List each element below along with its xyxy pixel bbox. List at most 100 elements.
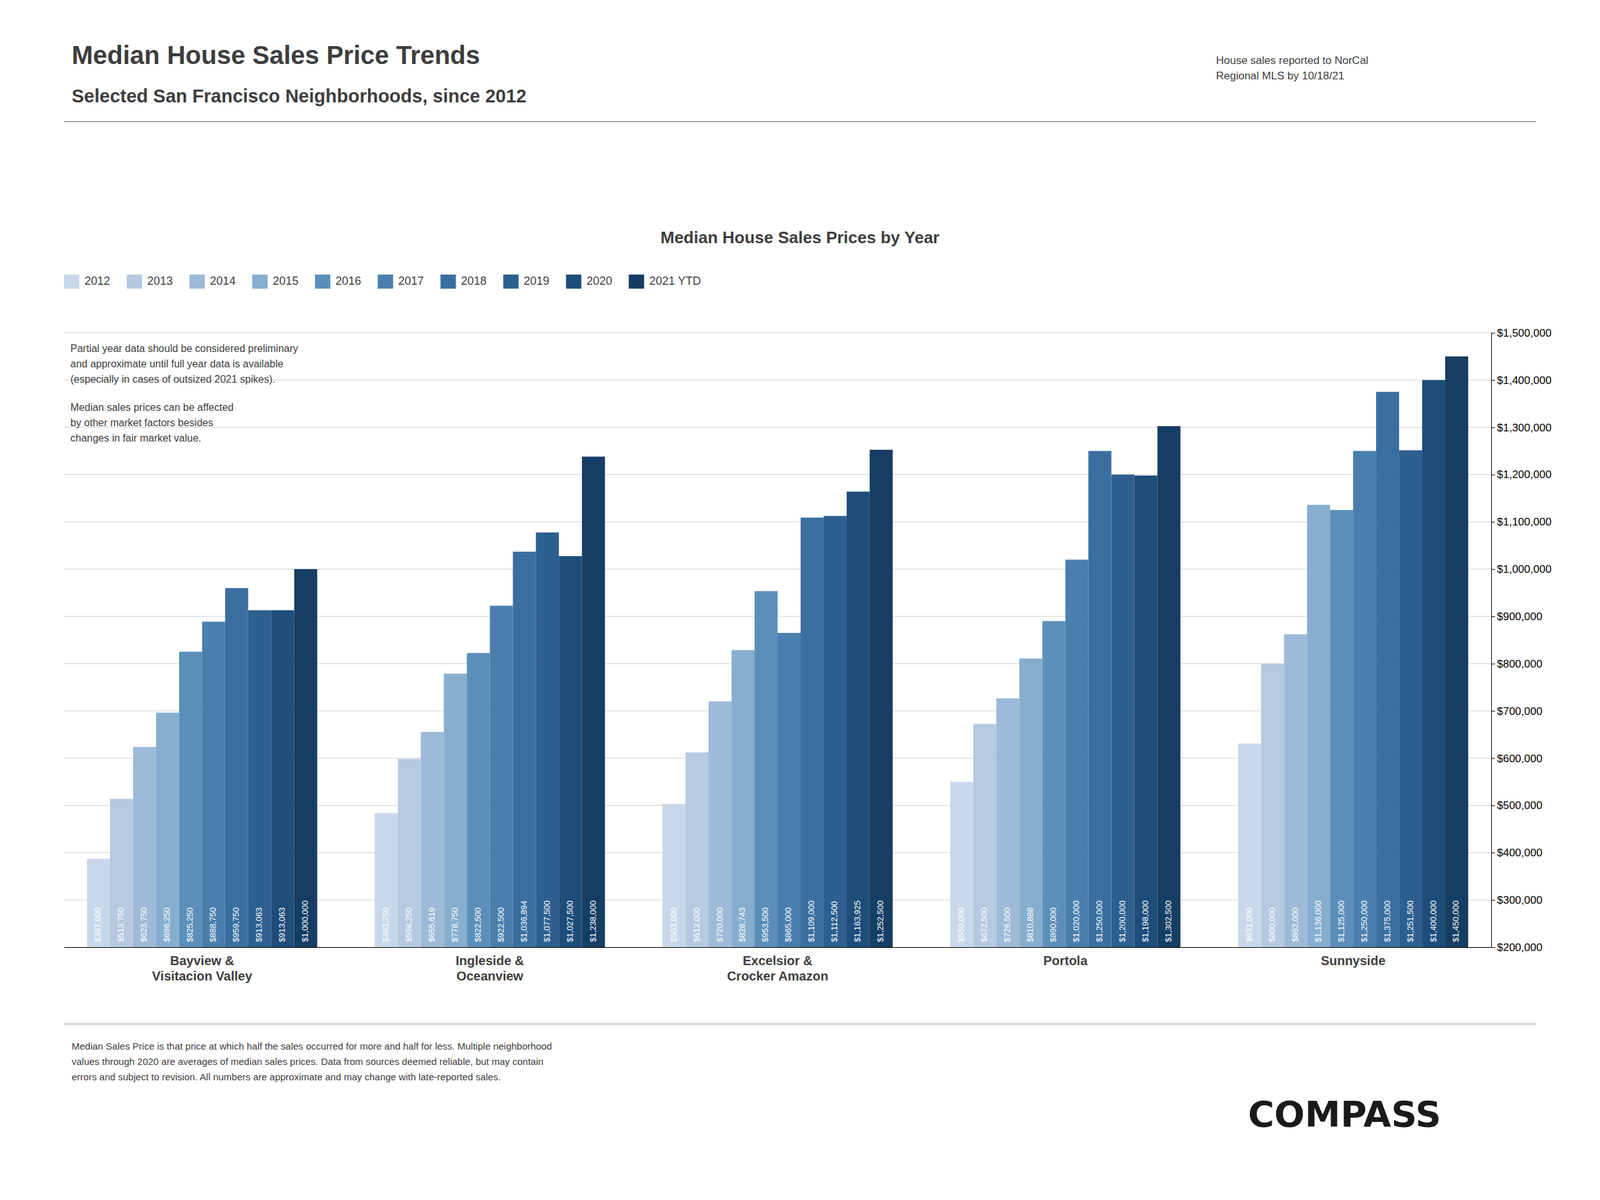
y-tick: $400,000 [1491,846,1543,859]
data-label: $483,750 [380,907,391,943]
logo: COMPASS [1248,1093,1442,1135]
x-tick: Portola [1043,947,1088,968]
annotation-line: by other market factors besides [70,417,214,429]
x-tick-label-line: Excelsior & [743,953,813,968]
bar [800,517,824,948]
legend: 2012201320142015201620172018201920202021… [64,274,701,289]
legend-item: 2014 [189,274,236,289]
bar-series [202,451,1376,948]
bar [1376,391,1400,948]
y-axis: $200,000$300,000$400,000$500,000$600,000… [1491,327,1552,954]
x-tick-label-line: Oceanview [456,968,524,984]
data-label: $1,000,000 [300,900,310,943]
y-tick: $300,000 [1491,894,1543,907]
subtitle: Selected San Francisco Neighborhoods, si… [71,85,527,107]
annotations: Partial year data should be considered p… [70,343,299,444]
bar [1134,475,1158,948]
annotation: Partial year data should be considered p… [70,343,299,385]
data-label: $1,375,000 [1382,900,1392,943]
bar [1329,510,1353,948]
bar-series [248,450,1423,948]
x-axis: Bayview &Visitacion ValleyIngleside &Oce… [64,947,1492,984]
bar [558,556,582,948]
bar [489,605,513,948]
bar [754,591,778,948]
bar-series [271,380,1446,948]
y-tick-label: $800,000 [1496,657,1543,671]
y-tick-mark [1491,711,1496,712]
data-label: $1,400,000 [1428,900,1439,943]
bar [1019,658,1043,948]
legend-item: 2018 [440,274,487,289]
bar [823,515,847,948]
x-tick-label: Sunnyside [1320,953,1386,968]
data-label: $828,743 [737,907,747,943]
data-label: $825,250 [184,907,195,943]
data-label: $1,250,000 [1359,900,1369,943]
y-tick: $1,100,000 [1491,515,1552,528]
data-label: $623,750 [138,907,149,943]
footer-line: values through 2020 are averages of medi… [71,1056,544,1067]
legend-item: 2015 [252,274,299,289]
data-label: $726,500 [1002,907,1012,943]
x-tick: Bayview &Visitacion Valley [152,947,253,984]
bar [1260,663,1284,948]
annotation-line: (especially in cases of outsized 2021 sp… [70,373,276,385]
bar [398,759,422,948]
y-tick-mark [1491,805,1496,806]
y-tick: $700,000 [1491,705,1543,718]
data-label: $890,000 [1048,907,1058,943]
legend-swatch [440,274,456,289]
y-tick-mark [1491,568,1496,570]
footer-rule [64,1024,1536,1025]
legend-item: 2020 [565,274,612,289]
y-tick-label: $1,000,000 [1496,563,1552,576]
y-tick-label: $700,000 [1496,705,1543,718]
legend-label: 2016 [335,274,361,288]
y-tick-label: $1,300,000 [1496,421,1552,434]
bar [1306,504,1330,948]
data-label: $696,250 [161,907,172,943]
y-tick-label: $200,000 [1496,941,1543,954]
bar [202,621,226,948]
footer: Median Sales Price is that price at whic… [64,1024,1536,1135]
data-label: $1,251,500 [1405,900,1416,943]
legend-label: 2014 [209,274,236,288]
bar [443,673,467,948]
y-tick-mark [1491,663,1496,665]
bar [421,732,445,948]
data-label: $1,125,000 [1336,900,1346,943]
data-label: $655,619 [426,907,437,943]
data-label: $1,109,000 [806,900,816,943]
data-label: $1,302,500 [1163,900,1174,943]
x-tick-label-line: Sunnyside [1320,953,1386,968]
x-tick-label-line: Portola [1043,953,1088,968]
data-label: $800,000 [1267,907,1277,943]
legend-swatch [565,274,582,289]
data-label: $1,020,000 [1071,900,1081,943]
legend-swatch [628,274,644,289]
data-label: $1,036,894 [519,900,529,943]
data-label: $672,500 [979,907,989,943]
legend-swatch [314,274,331,289]
data-label: $1,027,500 [565,900,575,943]
bar [1237,743,1261,948]
bar-series [294,356,1469,948]
bar [179,651,203,948]
legend-swatch [377,274,393,289]
background [0,0,1600,1200]
data-label: $598,250 [403,907,414,943]
legend-item: 2017 [377,274,424,289]
y-tick-label: $500,000 [1496,799,1543,812]
bar [512,551,536,948]
bar [1422,380,1446,948]
y-tick-label: $1,400,000 [1496,374,1552,387]
bar [1065,559,1089,948]
x-tick: Excelsior &Crocker Amazon [727,947,829,984]
data-label: $1,200,000 [1117,900,1128,943]
data-label: $612,000 [691,907,702,943]
bar [1088,451,1112,948]
legend-label: 2017 [398,274,424,288]
footer-text: Median Sales Price is that price at whic… [71,1040,552,1083]
bar [1042,620,1066,948]
